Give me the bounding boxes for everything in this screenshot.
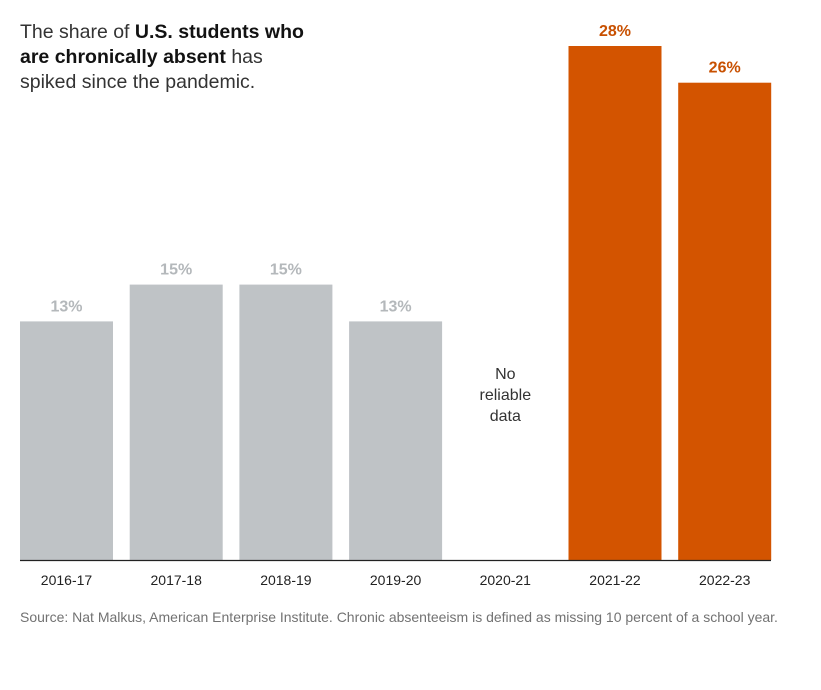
bar-2018-19 <box>239 284 333 560</box>
data-label-2021-22: 28% <box>599 23 631 40</box>
source-note: Source: Nat Malkus, American Enterprise … <box>20 609 778 625</box>
title-part-1: The share of <box>20 21 135 43</box>
data-label-2016-17: 13% <box>50 298 82 315</box>
missing-data-note-line: reliable <box>480 387 532 404</box>
data-label-2017-18: 15% <box>160 262 192 279</box>
data-label-2019-20: 13% <box>380 298 412 315</box>
x-tick-2017-18: 2017-18 <box>151 572 203 588</box>
x-tick-2022-23: 2022-23 <box>699 572 751 588</box>
title-part-2: has spiked since the pandemic. <box>20 46 263 93</box>
bar-2017-18 <box>129 284 223 560</box>
data-label-2022-23: 26% <box>709 60 741 77</box>
bar-2022-23 <box>678 82 772 560</box>
data-label-2018-19: 15% <box>270 262 302 279</box>
x-tick-2020-21: 2020-21 <box>480 572 532 588</box>
bar-2016-17 <box>20 321 113 560</box>
missing-data-note-line: No <box>495 366 516 383</box>
x-tick-2016-17: 2016-17 <box>41 572 93 588</box>
x-tick-2021-22: 2021-22 <box>589 572 641 588</box>
bar-2021-22 <box>568 46 662 560</box>
bar-2019-20 <box>349 321 443 560</box>
x-tick-2019-20: 2019-20 <box>370 572 422 588</box>
x-tick-2018-19: 2018-19 <box>260 572 312 588</box>
title-bold: U.S. students who are chronically absent <box>20 21 304 68</box>
bar-chart: 13% 2016-17 15% 2017-18 15% 2018-19 13% 2019-20… <box>20 23 772 588</box>
missing-data-note-line: data <box>490 408 521 425</box>
chart-title: The share of U.S. students who are chron… <box>20 20 320 95</box>
